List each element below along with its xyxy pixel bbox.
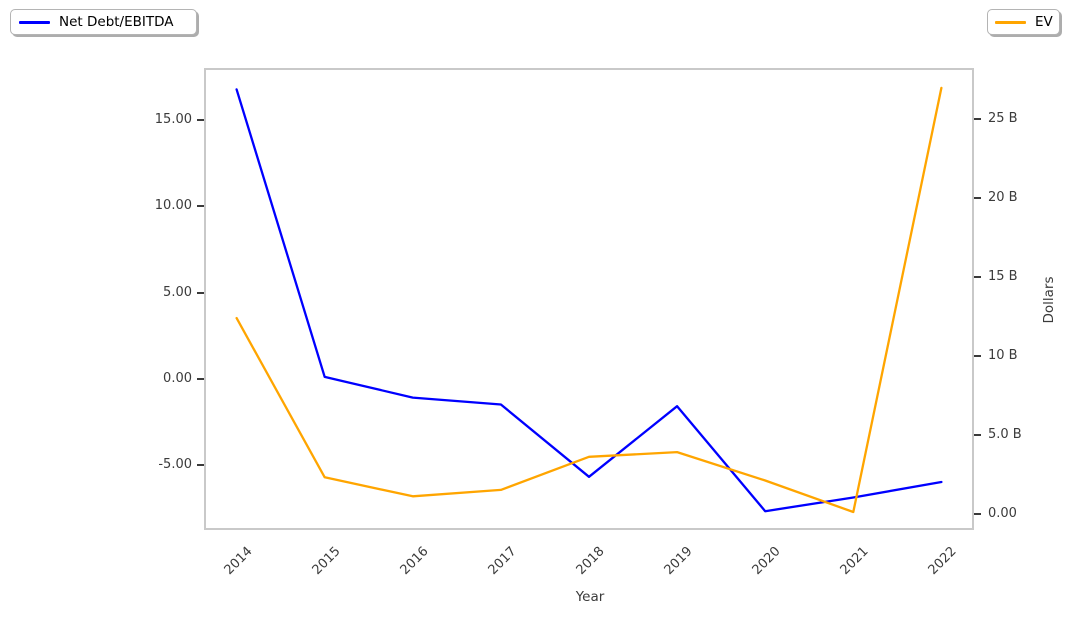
legend-ev: EV	[987, 9, 1060, 35]
right-axis-tick-label: 5.0 B	[988, 426, 1022, 442]
right-axis-tick-mark	[974, 276, 981, 279]
legend-ev-label: EV	[1035, 14, 1053, 30]
left-axis-tick-mark	[197, 291, 204, 294]
left-axis-tick-label: 0.00	[163, 370, 192, 386]
right-axis-tick-label: 0.00	[988, 505, 1017, 521]
left-axis-tick-label: 15.00	[154, 112, 192, 128]
right-axis-tick-mark	[974, 512, 981, 515]
blue-line-swatch-icon	[19, 20, 50, 24]
series-line-net-debt-ebitda	[235, 88, 943, 513]
left-axis-tick-mark	[197, 119, 204, 122]
plot-area	[204, 68, 974, 530]
right-axis-tick-mark	[974, 433, 981, 436]
legend-net-debt-ebitda: Net Debt/EBITDA	[10, 9, 197, 35]
orange-line-swatch-icon	[995, 20, 1026, 24]
left-axis-tick-label: 5.00	[163, 284, 192, 300]
right-axis-tick-label: 25 B	[988, 111, 1018, 127]
right-axis-tick-label: 10 B	[988, 347, 1018, 363]
right-y-axis-title: Dollars	[1041, 276, 1057, 324]
right-axis-tick-mark	[974, 354, 981, 357]
left-axis-tick-mark	[197, 463, 204, 466]
right-axis-tick-mark	[974, 197, 981, 200]
legend-net-debt-ebitda-label: Net Debt/EBITDA	[59, 14, 174, 30]
left-axis-tick-label: 10.00	[154, 198, 192, 214]
right-axis-tick-label: 15 B	[988, 269, 1018, 285]
right-axis-tick-label: 20 B	[988, 190, 1018, 206]
left-axis-tick-mark	[197, 205, 204, 208]
x-axis-title: Year	[575, 589, 605, 605]
left-axis-tick-mark	[197, 377, 204, 380]
left-axis-tick-label: -5.00	[158, 456, 192, 472]
series-line-ev	[235, 86, 943, 514]
right-axis-tick-mark	[974, 118, 981, 121]
